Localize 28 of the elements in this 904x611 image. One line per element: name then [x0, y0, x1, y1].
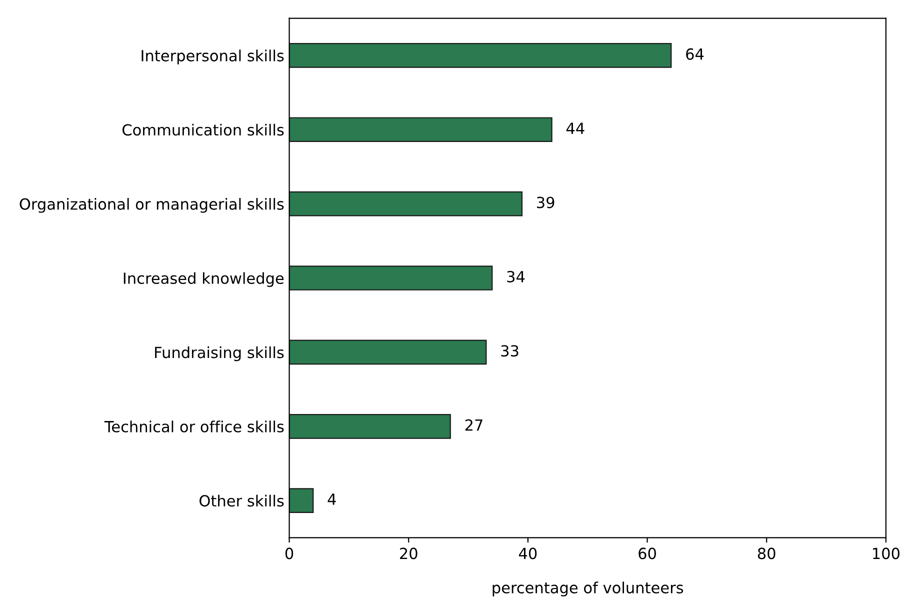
y-tick-label: Fundraising skills: [155, 346, 284, 362]
bar: [289, 414, 451, 439]
y-tick-label: Other skills: [200, 494, 284, 507]
data-label: 27: [465, 419, 482, 431]
y-tick-label: Communication skills: [122, 124, 284, 136]
x-tick-label: 60: [638, 548, 656, 560]
data-label: 33: [501, 345, 518, 357]
bar: [289, 117, 552, 142]
bar: [289, 340, 487, 365]
data-label: 4: [328, 494, 336, 505]
x-tick-label: 80: [758, 548, 776, 560]
data-label: 64: [686, 48, 704, 60]
y-tick-label: Technical or office skills: [104, 420, 284, 432]
x-tick-label: 0: [285, 548, 294, 560]
bar: [289, 43, 672, 68]
data-label: 39: [537, 196, 554, 208]
x-axis-title: percentage of volunteers: [492, 582, 684, 596]
x-tick-label: 20: [400, 548, 418, 560]
x-tick-label: 40: [518, 548, 537, 560]
bar: [289, 191, 523, 216]
y-tick-label: Increased knowledge: [124, 272, 284, 287]
y-tick-label: Organizational or managerial skills: [20, 198, 284, 213]
data-label: 44: [566, 122, 584, 134]
y-tick-label: Interpersonal skills: [142, 50, 284, 64]
bar: [289, 266, 493, 290]
x-tick-label: 100: [873, 548, 900, 560]
bar: [289, 488, 314, 514]
data-label: 34: [507, 270, 525, 282]
